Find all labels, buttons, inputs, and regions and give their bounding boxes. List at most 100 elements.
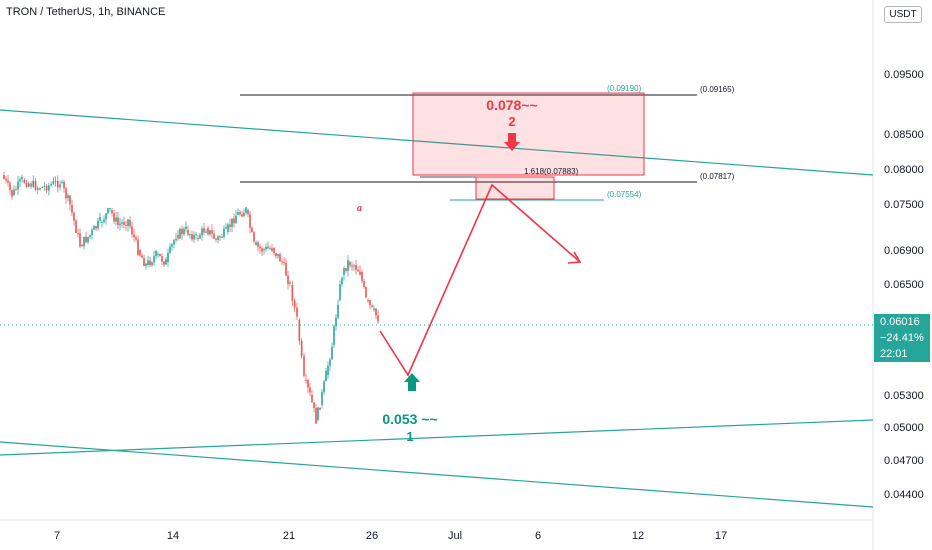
candle-body bbox=[9, 182, 11, 191]
y-tick-label: 0.08000 bbox=[884, 164, 924, 176]
candle-body bbox=[67, 195, 69, 199]
candle-body bbox=[201, 228, 203, 236]
candle-body bbox=[285, 262, 287, 276]
candle-body bbox=[227, 224, 229, 232]
target-zone-box[interactable] bbox=[412, 92, 645, 176]
candle-body bbox=[207, 228, 209, 235]
candle-body bbox=[89, 234, 91, 237]
candle-body bbox=[17, 181, 19, 190]
target-high-price: 0.078~~ bbox=[486, 97, 537, 113]
candle-body bbox=[79, 233, 81, 247]
candle-body bbox=[125, 224, 127, 226]
currency-button[interactable]: USDT bbox=[884, 6, 922, 23]
candle-body bbox=[283, 262, 285, 263]
candle-body bbox=[25, 182, 28, 187]
candle-body bbox=[131, 226, 133, 235]
candle-body bbox=[193, 234, 195, 240]
candle-body bbox=[165, 259, 167, 265]
last-price-tag: 0.06016 −24.41% 22:01 bbox=[874, 314, 930, 362]
y-tick-label: 0.06500 bbox=[884, 279, 924, 291]
candle-body bbox=[109, 208, 111, 210]
candle-body bbox=[239, 212, 241, 215]
candle-body bbox=[369, 300, 371, 306]
candle-body bbox=[107, 208, 109, 214]
candle-body bbox=[117, 217, 119, 225]
y-tick-label: 0.09500 bbox=[884, 69, 924, 81]
candle-body bbox=[217, 236, 219, 240]
candle-body bbox=[183, 228, 185, 235]
channel-line-lower[interactable] bbox=[0, 441, 874, 508]
x-tick-label: 12 bbox=[632, 530, 644, 542]
candle-body bbox=[153, 256, 155, 263]
candle-body bbox=[265, 246, 267, 250]
candle-body bbox=[229, 224, 231, 227]
candle-body bbox=[159, 253, 161, 257]
candle-body bbox=[151, 262, 153, 266]
x-tick-label: 7 bbox=[54, 530, 60, 542]
candle-body bbox=[73, 212, 75, 221]
x-tick-label: 6 bbox=[535, 530, 541, 542]
candle-body bbox=[291, 285, 294, 301]
candle-body bbox=[15, 189, 17, 191]
y-tick-label: 0.04400 bbox=[884, 489, 924, 501]
x-axis[interactable]: 7 14 21 26 Jul 6 12 17 bbox=[54, 530, 727, 542]
candle-body bbox=[21, 176, 23, 180]
candle-body bbox=[39, 188, 41, 190]
candle-body bbox=[211, 230, 213, 234]
candle-body bbox=[101, 221, 103, 223]
y-tick-label: 0.06900 bbox=[884, 245, 924, 257]
candle-body bbox=[169, 246, 171, 253]
candle-body bbox=[233, 218, 235, 224]
candle-body bbox=[353, 265, 355, 267]
projection-path[interactable] bbox=[379, 183, 581, 377]
candle-body bbox=[361, 272, 363, 282]
y-tick-label: 0.04700 bbox=[884, 455, 924, 467]
candle-body bbox=[119, 223, 121, 225]
candle-body bbox=[317, 407, 319, 420]
candle-body bbox=[189, 234, 191, 236]
candle-body bbox=[313, 402, 315, 409]
candle-body bbox=[99, 217, 101, 221]
candle-body bbox=[13, 189, 15, 195]
candle-body bbox=[339, 284, 341, 300]
candle-body bbox=[205, 231, 207, 233]
level-label-09190: (0.09190) bbox=[607, 84, 642, 93]
candle-body bbox=[197, 238, 199, 239]
candle-body bbox=[293, 300, 296, 308]
y-axis[interactable]: 0.09500 0.08500 0.08000 0.07500 0.06900 … bbox=[884, 69, 924, 501]
candles-group[interactable] bbox=[3, 171, 379, 424]
candle-body bbox=[115, 217, 117, 222]
candle-body bbox=[50, 184, 52, 186]
channel-line-upper[interactable] bbox=[0, 109, 874, 176]
candle-body bbox=[329, 359, 331, 366]
target-zone-small[interactable] bbox=[475, 176, 555, 200]
candle-body bbox=[271, 248, 273, 251]
candle-body bbox=[56, 181, 59, 188]
candle-body bbox=[323, 381, 325, 393]
level-label-07817: (0.07817) bbox=[700, 172, 735, 181]
candle-body bbox=[85, 236, 87, 243]
candle-body bbox=[123, 222, 125, 225]
last-price-value: 0.06016 bbox=[880, 316, 920, 328]
x-tick-label: 26 bbox=[366, 530, 378, 542]
support-line[interactable] bbox=[0, 419, 874, 456]
candle-body bbox=[337, 304, 339, 318]
candle-body bbox=[19, 179, 21, 182]
candle-body bbox=[267, 246, 269, 249]
candle-body bbox=[81, 245, 83, 247]
candle-body bbox=[225, 227, 227, 229]
level-label-07554: (0.07554) bbox=[607, 190, 642, 199]
candle-body bbox=[111, 210, 113, 214]
up-arrow-icon bbox=[404, 373, 420, 391]
candle-body bbox=[157, 253, 159, 255]
candle-body bbox=[143, 257, 145, 266]
candle-body bbox=[363, 281, 365, 288]
candle-body bbox=[7, 180, 9, 183]
candle-body bbox=[245, 207, 247, 213]
y-tick-label: 0.08500 bbox=[884, 129, 924, 141]
candle-body bbox=[30, 183, 32, 187]
candle-body bbox=[93, 226, 95, 230]
candle-body bbox=[173, 240, 175, 245]
candle-body bbox=[139, 250, 141, 256]
